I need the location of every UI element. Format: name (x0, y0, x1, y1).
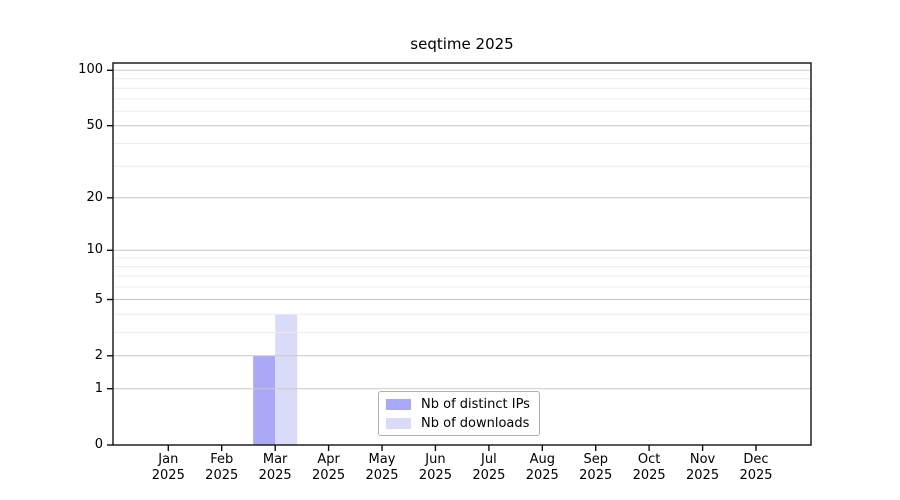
y-tick-label: 1 (94, 380, 103, 396)
y-tick-label: 5 (94, 291, 103, 307)
y-tick-label: 2 (94, 347, 103, 363)
y-tick-label: 50 (86, 117, 103, 133)
legend-swatch-icon (386, 417, 411, 429)
x-tick-label: Jan 2025 (151, 452, 185, 483)
chart-title: seqtime 2025 (410, 35, 514, 53)
y-tick-label: 20 (86, 189, 103, 205)
legend-swatch-icon (386, 398, 411, 410)
legend: Nb of distinct IPs Nb of downloads (378, 391, 540, 436)
y-tick-label: 0 (94, 437, 103, 452)
bar-nb-of-distinct-ips-mar (253, 355, 276, 445)
x-tick-label: Jun 2025 (418, 452, 452, 483)
x-tick-label: Sep 2025 (579, 452, 613, 483)
plot-frame (112, 62, 812, 446)
bar-nb-of-downloads-mar (275, 314, 298, 445)
x-tick-label: Nov 2025 (686, 452, 720, 483)
legend-row: Nb of downloads (386, 416, 539, 431)
y-tick-label: 100 (78, 62, 103, 78)
y-tick-label: 10 (86, 242, 103, 258)
x-tick-label: Jul 2025 (472, 452, 506, 483)
x-tick-label: Aug 2025 (525, 452, 559, 483)
x-tick-label: Dec 2025 (739, 452, 773, 483)
x-tick-label: Feb 2025 (205, 452, 239, 483)
legend-label: Nb of downloads (421, 415, 530, 431)
x-tick-label: May 2025 (365, 452, 399, 483)
legend-row: Nb of distinct IPs (386, 397, 539, 412)
x-tick-label: Oct 2025 (632, 452, 666, 483)
x-tick-label: Apr 2025 (312, 452, 346, 483)
legend-label: Nb of distinct IPs (421, 396, 530, 412)
x-tick-label: Mar 2025 (258, 452, 292, 483)
